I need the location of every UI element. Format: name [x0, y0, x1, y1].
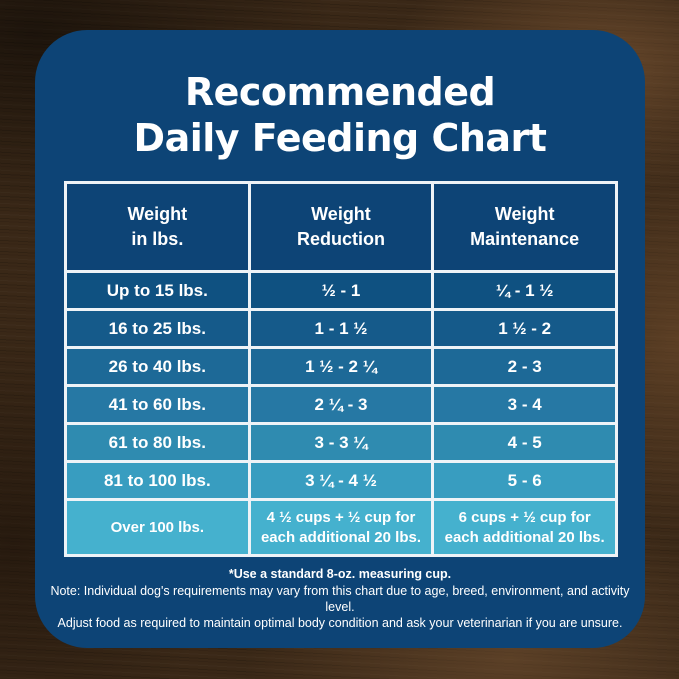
header-row: Weight in lbs. Weight Reduction Weight M…	[64, 181, 618, 273]
table-row: 41 to 60 lbs. 2 ¼ - 3 3 - 4	[64, 384, 618, 425]
measuring-cup-note: *Use a standard 8-oz. measuring cup.	[228, 567, 452, 581]
weight-range-cell: 16 to 25 lbs.	[64, 308, 251, 349]
table-row: 26 to 40 lbs. 1 ½ - 2 ¼ 2 - 3	[64, 346, 618, 387]
weight-range-cell: 61 to 80 lbs.	[64, 422, 251, 463]
maintenance-amount-cell: 5 - 6	[431, 460, 618, 501]
disclaimer-line-1: Note: Individual dog's requirements may …	[50, 584, 630, 614]
disclaimer-line-2: Adjust food as required to maintain opti…	[57, 615, 623, 630]
feeding-table: Weight in lbs. Weight Reduction Weight M…	[64, 181, 618, 557]
table-row: 61 to 80 lbs. 3 - 3 ¼ 4 - 5	[64, 422, 618, 463]
column-header-maintenance: Weight Maintenance	[431, 181, 618, 273]
maintenance-amount-cell: 6 cups + ½ cup for each additional 20 lb…	[431, 498, 618, 557]
weight-range-cell: Up to 15 lbs.	[64, 270, 251, 311]
reduction-amount-cell: 2 ¼ - 3	[247, 384, 435, 425]
column-header-weight: Weight in lbs.	[64, 181, 251, 273]
maintenance-amount-cell: 3 - 4	[431, 384, 618, 425]
weight-range-cell: 26 to 40 lbs.	[64, 346, 251, 387]
maintenance-amount-cell: ¼ - 1 ½	[431, 270, 618, 311]
reduction-amount-cell: ½ - 1	[247, 270, 435, 311]
maintenance-amount-cell: 1 ½ - 2	[431, 308, 618, 349]
reduction-amount-cell: 3 - 3 ¼	[247, 422, 435, 463]
table-row: Up to 15 lbs. ½ - 1 ¼ - 1 ½	[64, 270, 618, 311]
column-header-reduction: Weight Reduction	[247, 181, 435, 273]
footer-notes: *Use a standard 8-oz. measuring cup. Not…	[47, 567, 633, 632]
page-title: Recommended Daily Feeding Chart	[133, 70, 547, 160]
feeding-chart-card: Recommended Daily Feeding Chart Weight i…	[35, 30, 645, 648]
table-row: 16 to 25 lbs. 1 - 1 ½ 1 ½ - 2	[64, 308, 618, 349]
reduction-amount-cell: 1 ½ - 2 ¼	[247, 346, 435, 387]
weight-range-cell: 81 to 100 lbs.	[64, 460, 251, 501]
maintenance-amount-cell: 4 - 5	[431, 422, 618, 463]
weight-range-cell: 41 to 60 lbs.	[64, 384, 251, 425]
reduction-amount-cell: 4 ½ cups + ½ cup for each additional 20 …	[247, 498, 435, 557]
table-row: Over 100 lbs. 4 ½ cups + ½ cup for each …	[64, 498, 618, 557]
table-row: 81 to 100 lbs. 3 ¼ - 4 ½ 5 - 6	[64, 460, 618, 501]
weight-range-cell: Over 100 lbs.	[64, 498, 251, 557]
reduction-amount-cell: 1 - 1 ½	[247, 308, 435, 349]
reduction-amount-cell: 3 ¼ - 4 ½	[247, 460, 435, 501]
maintenance-amount-cell: 2 - 3	[431, 346, 618, 387]
